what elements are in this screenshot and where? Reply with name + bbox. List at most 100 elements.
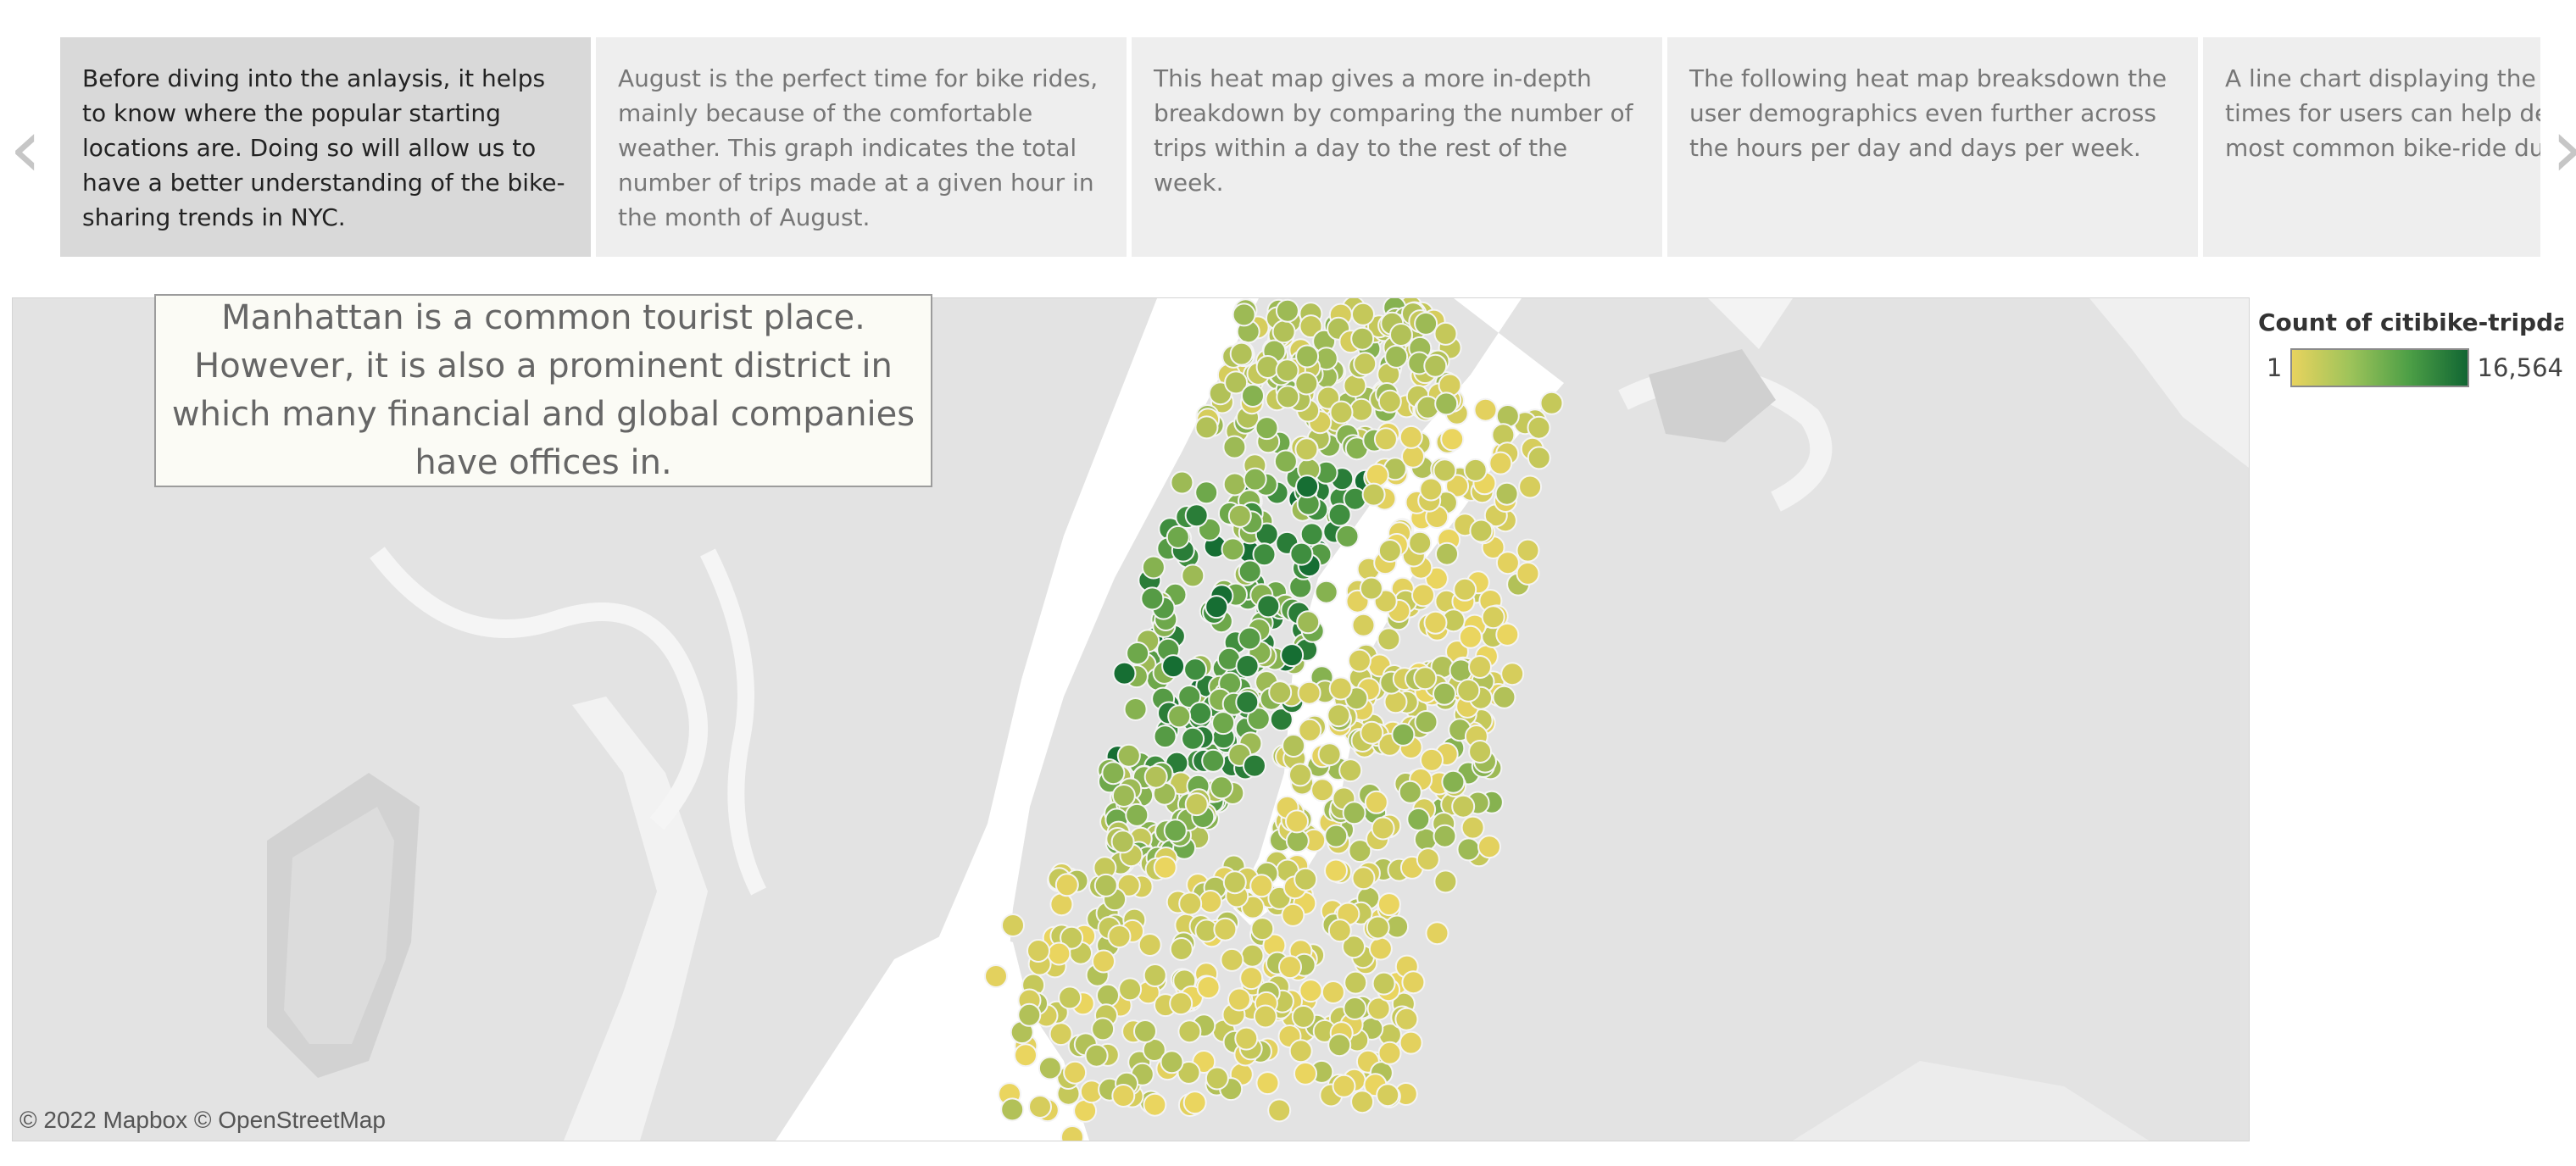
station-bubble[interactable]: [1433, 869, 1458, 894]
station-bubble[interactable]: [1271, 319, 1296, 344]
station-bubble[interactable]: [1383, 690, 1408, 714]
station-bubble[interactable]: [1084, 1043, 1109, 1068]
station-bubble[interactable]: [1329, 400, 1354, 425]
station-bubble[interactable]: [1153, 855, 1177, 880]
station-bubble[interactable]: [1101, 761, 1126, 786]
station-bubble[interactable]: [1460, 815, 1485, 840]
station-bubble[interactable]: [1255, 1071, 1280, 1096]
station-bubble[interactable]: [1243, 467, 1267, 491]
station-bubble[interactable]: [1324, 858, 1348, 883]
station-bubble[interactable]: [1527, 415, 1551, 440]
station-bubble[interactable]: [1049, 892, 1074, 917]
station-bubble[interactable]: [1091, 1017, 1116, 1041]
station-bubble[interactable]: [1184, 503, 1209, 528]
station-bubble[interactable]: [1143, 764, 1168, 789]
station-bubble[interactable]: [1518, 475, 1543, 499]
station-bubble[interactable]: [1194, 480, 1219, 505]
station-bubble[interactable]: [1411, 583, 1435, 608]
station-bubble[interactable]: [1001, 913, 1025, 937]
station-bubble[interactable]: [1344, 970, 1368, 995]
station-bubble[interactable]: [1416, 847, 1440, 872]
station-bubble[interactable]: [1361, 482, 1386, 507]
station-bubble[interactable]: [1488, 451, 1513, 475]
station-bubble[interactable]: [1170, 470, 1194, 495]
station-bubble[interactable]: [1453, 577, 1477, 602]
station-bubble[interactable]: [1017, 1002, 1042, 1027]
station-bubble[interactable]: [1469, 519, 1494, 543]
station-bubble[interactable]: [1288, 1039, 1313, 1063]
map-attribution[interactable]: © 2022 Mapbox © OpenStreetMap: [19, 1107, 386, 1133]
station-bubble[interactable]: [1256, 594, 1281, 619]
station-bubble[interactable]: [1342, 801, 1366, 825]
station-bubble[interactable]: [1269, 708, 1294, 732]
station-bubble[interactable]: [1299, 979, 1323, 1003]
station-bubble[interactable]: [1296, 610, 1321, 635]
station-bubble[interactable]: [1027, 939, 1050, 963]
station-bubble[interactable]: [1125, 802, 1149, 827]
station-bubble[interactable]: [1353, 352, 1377, 376]
station-bubble[interactable]: [1456, 837, 1481, 862]
station-bubble[interactable]: [1232, 303, 1256, 327]
station-bubble[interactable]: [1516, 538, 1540, 563]
station-bubble[interactable]: [1163, 819, 1188, 843]
station-bubble[interactable]: [1500, 662, 1525, 686]
station-bubble[interactable]: [1205, 1066, 1229, 1091]
station-bubble[interactable]: [1246, 707, 1271, 731]
station-bubble[interactable]: [1294, 1061, 1317, 1085]
station-bubble[interactable]: [1449, 658, 1473, 683]
station-bubble[interactable]: [1366, 997, 1391, 1021]
station-bubble[interactable]: [1391, 722, 1416, 747]
station-bubble[interactable]: [984, 964, 1008, 988]
station-bubble[interactable]: [1111, 784, 1136, 808]
station-bubble[interactable]: [1441, 769, 1466, 794]
station-bubble[interactable]: [1205, 595, 1229, 619]
station-bubble[interactable]: [1211, 711, 1236, 736]
station-bubble[interactable]: [1366, 915, 1390, 940]
station-bubble[interactable]: [1377, 627, 1401, 652]
station-bubble[interactable]: [1399, 425, 1423, 449]
station-bubble[interactable]: [1440, 427, 1465, 452]
station-bubble[interactable]: [1327, 502, 1352, 527]
station-bubble[interactable]: [1377, 539, 1402, 563]
station-bubble[interactable]: [1299, 314, 1323, 339]
station-bubble[interactable]: [1295, 475, 1320, 499]
station-bubble[interactable]: [1288, 763, 1312, 787]
station-bubble[interactable]: [1227, 987, 1251, 1012]
station-bubble[interactable]: [1377, 389, 1402, 414]
chevron-left-icon[interactable]: ‹: [8, 101, 42, 196]
station-bubble[interactable]: [1394, 1007, 1419, 1031]
station-bubble[interactable]: [1351, 866, 1376, 891]
station-bubble[interactable]: [1227, 503, 1252, 528]
station-bubble[interactable]: [1398, 780, 1422, 804]
station-bubble[interactable]: [1058, 986, 1082, 1010]
station-bubble[interactable]: [1224, 370, 1249, 395]
station-bubble[interactable]: [1126, 641, 1150, 665]
station-bubble[interactable]: [1332, 1074, 1356, 1098]
station-bubble[interactable]: [1255, 416, 1279, 441]
station-bubble[interactable]: [1239, 966, 1264, 991]
station-bubble[interactable]: [1143, 963, 1167, 987]
station-bubble[interactable]: [1495, 551, 1520, 575]
station-bubble[interactable]: [1038, 1056, 1062, 1080]
station-bubble[interactable]: [1351, 613, 1376, 637]
station-bubble[interactable]: [1539, 391, 1564, 415]
station-bubble[interactable]: [1413, 827, 1438, 852]
station-bubble[interactable]: [1335, 524, 1360, 548]
station-bubble[interactable]: [1368, 936, 1393, 961]
station-bubble[interactable]: [1342, 935, 1366, 959]
station-bubble[interactable]: [1123, 697, 1148, 721]
station-bubble[interactable]: [1240, 943, 1265, 968]
station-bubble[interactable]: [1414, 710, 1438, 734]
story-point-2[interactable]: August is the perfect time for bike ride…: [596, 37, 1127, 257]
station-bubble[interactable]: [1116, 743, 1141, 768]
station-bubble[interactable]: [1377, 1041, 1402, 1065]
station-bubble[interactable]: [1360, 720, 1384, 745]
story-point-3[interactable]: This heat map gives a more in-depth brea…: [1132, 37, 1662, 257]
station-bubble[interactable]: [1481, 605, 1505, 630]
station-bubble[interactable]: [1494, 481, 1519, 506]
station-bubble[interactable]: [1249, 874, 1274, 898]
station-bubble[interactable]: [1110, 830, 1135, 854]
story-point-1[interactable]: Before diving into the anlaysis, it help…: [60, 37, 591, 257]
station-bubble[interactable]: [1365, 463, 1389, 487]
station-bubble[interactable]: [1314, 580, 1338, 604]
